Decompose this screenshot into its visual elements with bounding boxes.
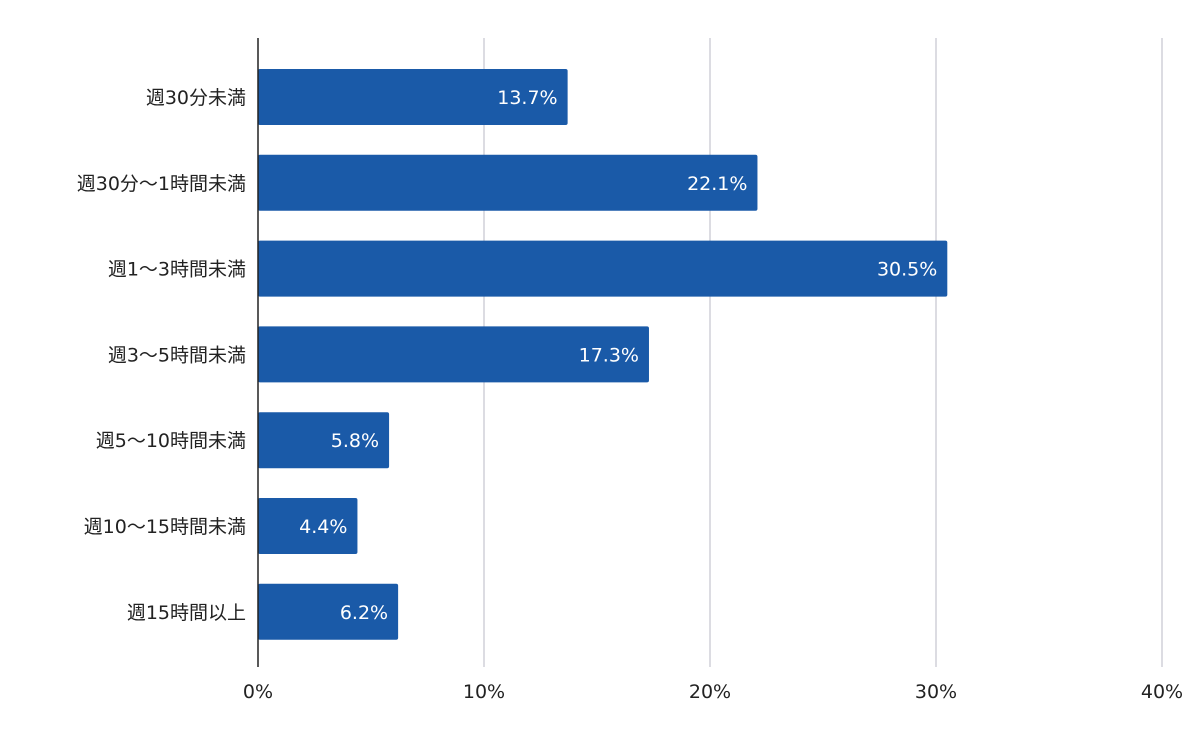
bar-2 [258, 240, 948, 297]
value-label-1: 22.1% [687, 173, 747, 195]
bar-3 [258, 326, 649, 383]
bar-5 [258, 498, 358, 554]
value-label-5: 4.4% [299, 516, 347, 538]
x-tick-label-30: 30% [915, 681, 957, 703]
category-label-1: 週30分〜1時間未満 [77, 173, 246, 195]
category-label-6: 週15時間以上 [127, 602, 246, 624]
value-label-2: 30.5% [877, 259, 937, 281]
bar-1 [258, 154, 758, 211]
x-tick-label-40: 40% [1141, 681, 1183, 703]
x-tick-label-20: 20% [689, 681, 731, 703]
value-label-6: 6.2% [340, 602, 388, 624]
category-label-0: 週30分未満 [146, 87, 246, 109]
value-label-0: 13.7% [497, 87, 557, 109]
category-label-2: 週1〜3時間未満 [108, 259, 246, 281]
category-label-3: 週3〜5時間未満 [108, 344, 246, 366]
bar-4 [258, 412, 390, 469]
x-tick-label-0: 0% [243, 681, 273, 703]
bar-0 [258, 69, 568, 125]
category-label-5: 週10〜15時間未満 [84, 516, 246, 538]
value-label-3: 17.3% [579, 344, 639, 366]
bar-6 [258, 583, 399, 640]
x-tick-label-10: 10% [463, 681, 505, 703]
bars [258, 69, 948, 640]
value-label-4: 5.8% [331, 430, 379, 452]
category-label-4: 週5〜10時間未満 [96, 430, 246, 452]
labels: 13.7% 週30分未満 22.1% 週30分〜1時間未満 30.5% 週1〜3時間未満 1… [77, 87, 1183, 703]
